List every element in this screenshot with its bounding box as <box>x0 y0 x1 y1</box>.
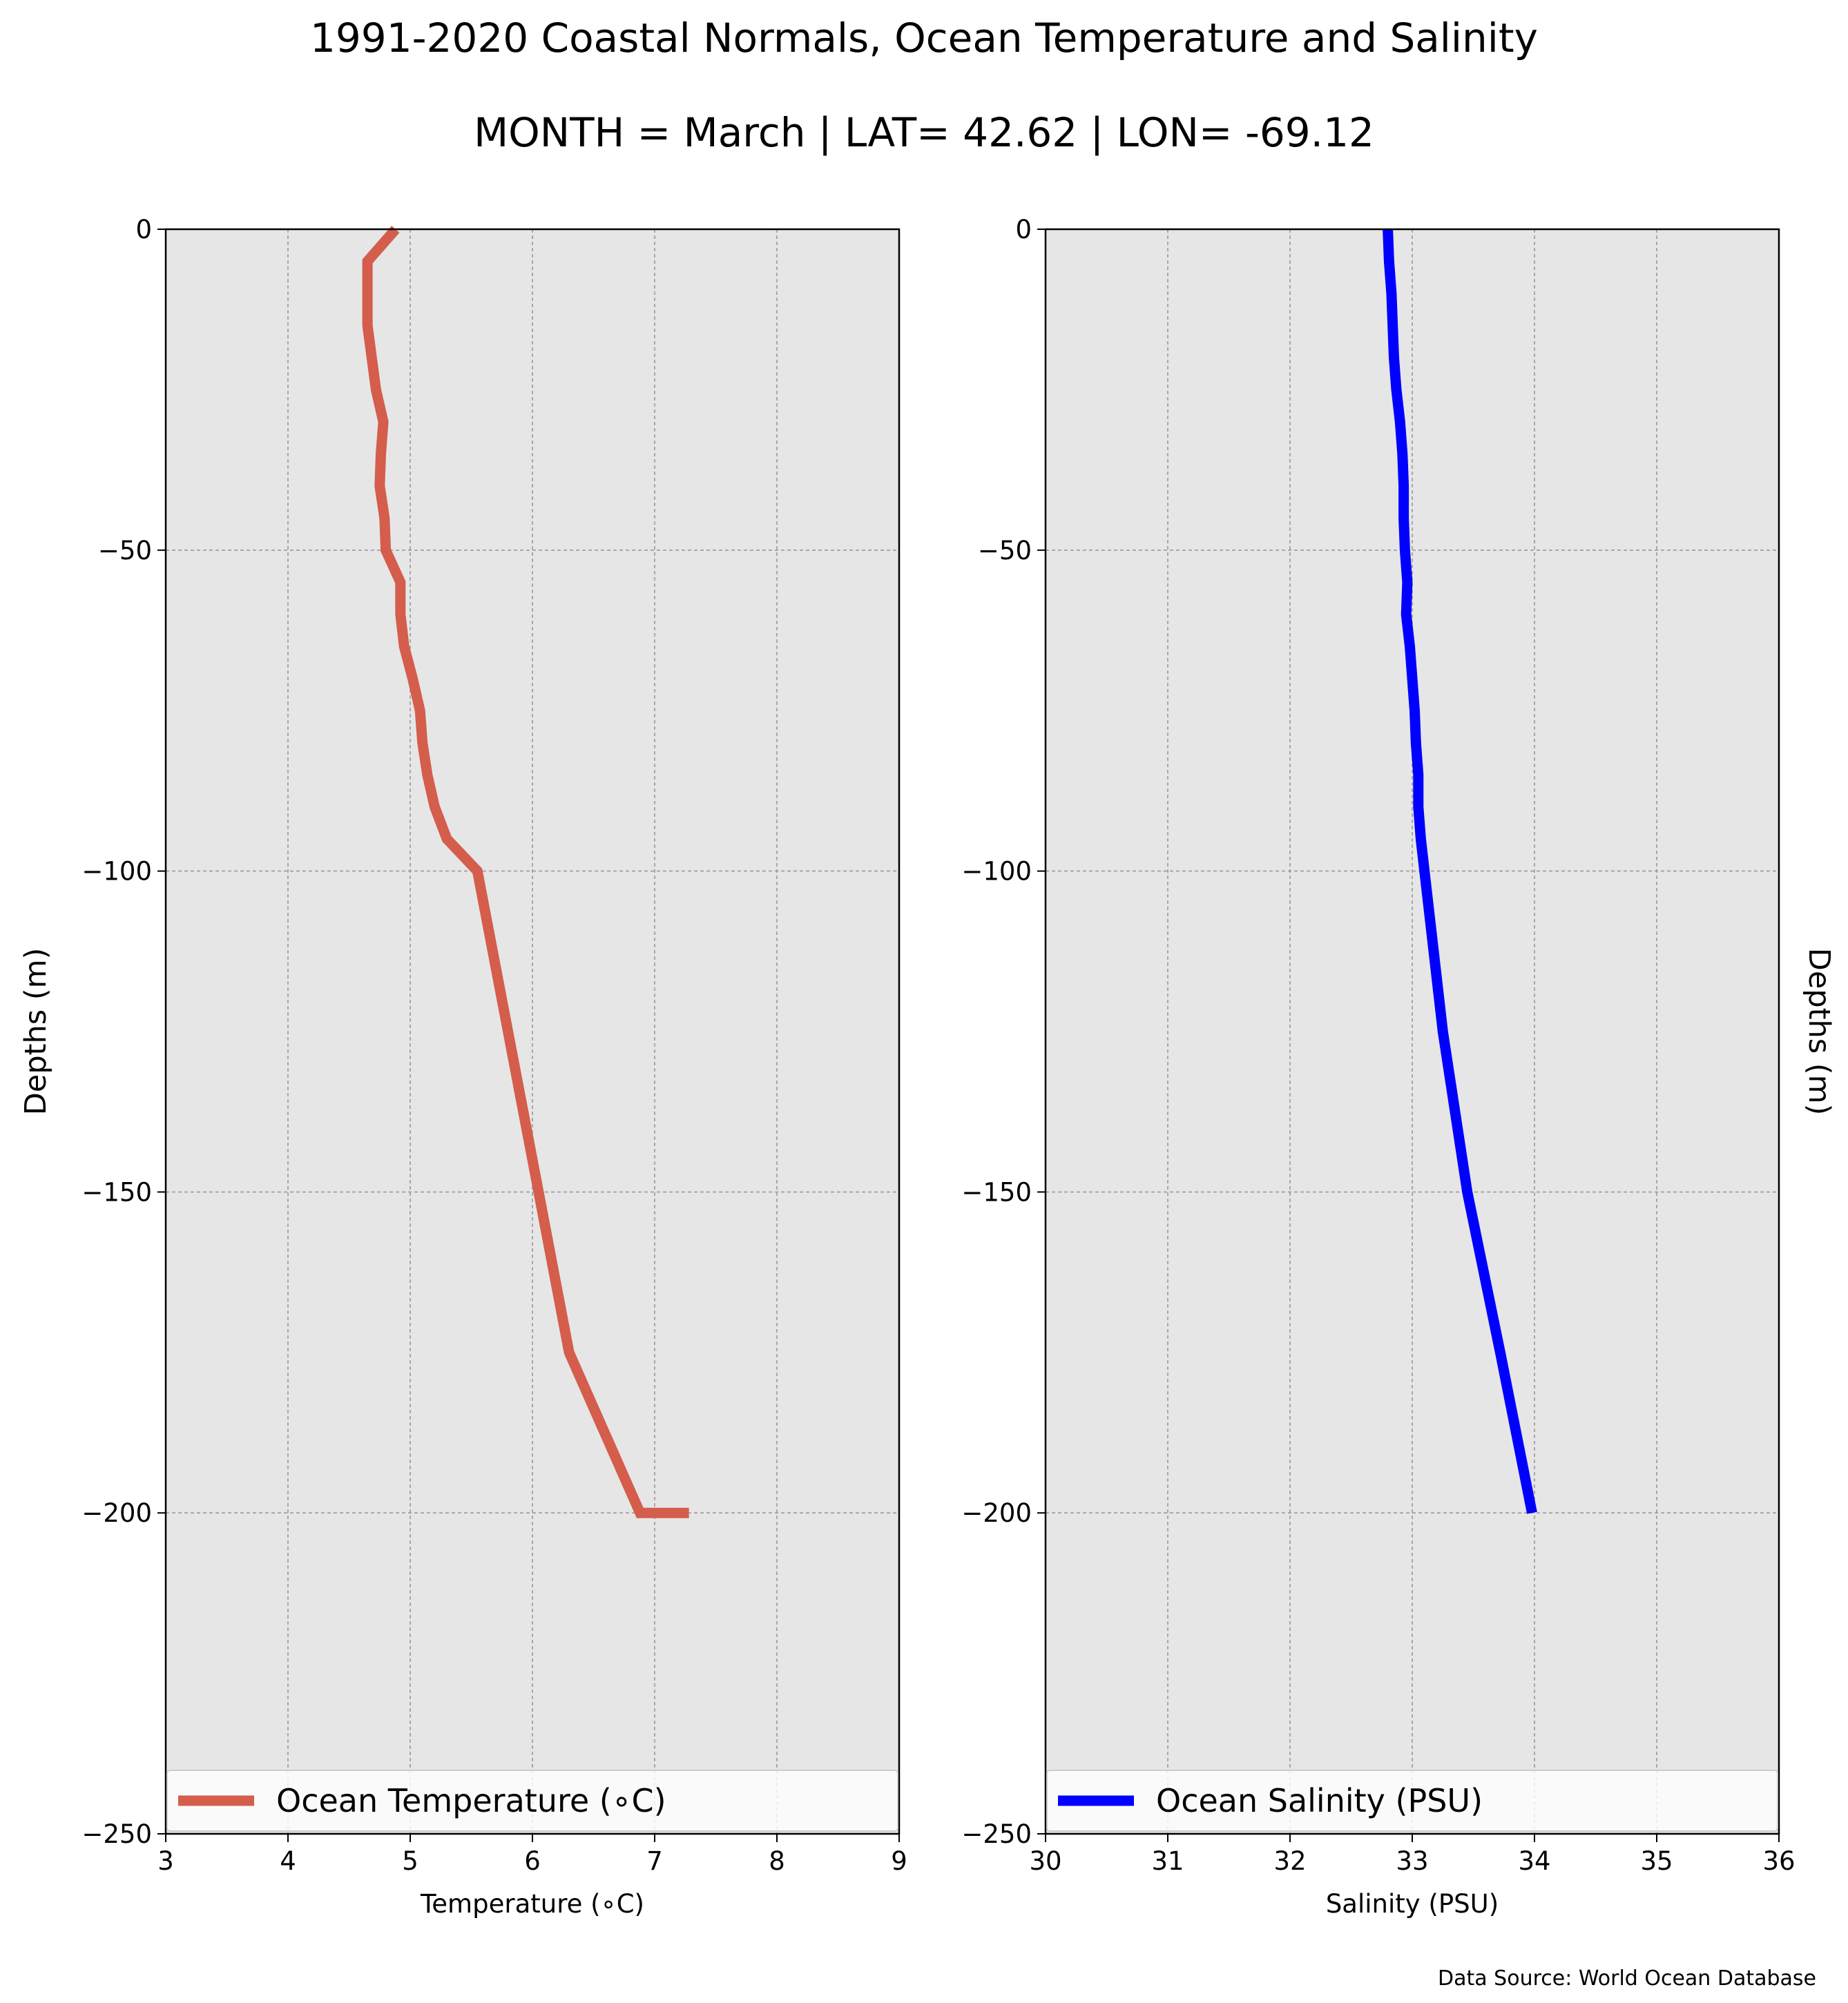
temperature-ytick-label: −250 <box>81 1819 152 1849</box>
figure-title: 1991-2020 Coastal Normals, Ocean Tempera… <box>310 14 1538 61</box>
salinity-legend-label: Ocean Salinity (PSU) <box>1156 1782 1483 1819</box>
salinity-xtick-label: 35 <box>1640 1846 1673 1876</box>
salinity-ytick-label: 0 <box>1015 215 1032 244</box>
salinity-ytick-label: −250 <box>961 1819 1032 1849</box>
salinity-ytick-label: −150 <box>961 1177 1032 1207</box>
salinity-ytick-label: −200 <box>961 1498 1032 1528</box>
salinity-x-axis-label: Salinity (PSU) <box>1326 1889 1499 1919</box>
temperature-ytick-label: −100 <box>81 857 152 887</box>
temperature-y-axis-label: Depths (m) <box>19 948 53 1115</box>
salinity-ytick-label: −100 <box>961 857 1032 887</box>
temperature-ytick-label: −150 <box>81 1177 152 1207</box>
temperature-xtick-label: 3 <box>157 1846 174 1876</box>
temperature-legend: Ocean Temperature (∘C) <box>166 1770 898 1832</box>
salinity-panel: 30 31 32 33 34 35 36 0 −50 −100 −150 −200 −250 Salini… <box>961 215 1836 1919</box>
temperature-xtick-label: 7 <box>646 1846 663 1876</box>
temperature-panel: 3 4 5 6 7 8 9 0 −50 −100 −150 −200 −250 Temperature (… <box>19 215 907 1919</box>
figure-subtitle: MONTH = March | LAT= 42.62 | LON= -69.12 <box>474 109 1374 156</box>
salinity-xtick-label: 33 <box>1396 1846 1428 1876</box>
salinity-xtick-label: 36 <box>1762 1846 1795 1876</box>
temperature-legend-box <box>166 1770 898 1832</box>
temperature-xtick-label: 9 <box>891 1846 907 1876</box>
salinity-legend: Ocean Salinity (PSU) <box>1046 1770 1778 1832</box>
temperature-ytick-label: −200 <box>81 1498 152 1528</box>
salinity-xtick-label: 32 <box>1273 1846 1306 1876</box>
temperature-xtick-label: 5 <box>402 1846 418 1876</box>
salinity-legend-box <box>1046 1770 1778 1832</box>
salinity-series-line <box>1383 229 1537 1514</box>
temperature-x-axis-label: Temperature (∘C) <box>420 1889 644 1919</box>
salinity-xtick-label: 31 <box>1151 1846 1184 1876</box>
temperature-ytick-label: 0 <box>135 215 152 244</box>
salinity-xtick-label: 30 <box>1029 1846 1061 1876</box>
temperature-legend-label: Ocean Temperature (∘C) <box>276 1782 666 1819</box>
temperature-xtick-label: 4 <box>280 1846 296 1876</box>
temperature-xtick-label: 8 <box>769 1846 785 1876</box>
temperature-series-line <box>362 226 689 1518</box>
temperature-xtick-label: 6 <box>524 1846 541 1876</box>
salinity-ytick-label: −50 <box>978 536 1032 565</box>
data-source-note: Data Source: World Ocean Database <box>1438 1966 1816 1991</box>
temperature-ytick-label: −50 <box>98 536 152 565</box>
salinity-xtick-label: 34 <box>1518 1846 1550 1876</box>
salinity-y-axis-label: Depths (m) <box>1802 948 1836 1115</box>
